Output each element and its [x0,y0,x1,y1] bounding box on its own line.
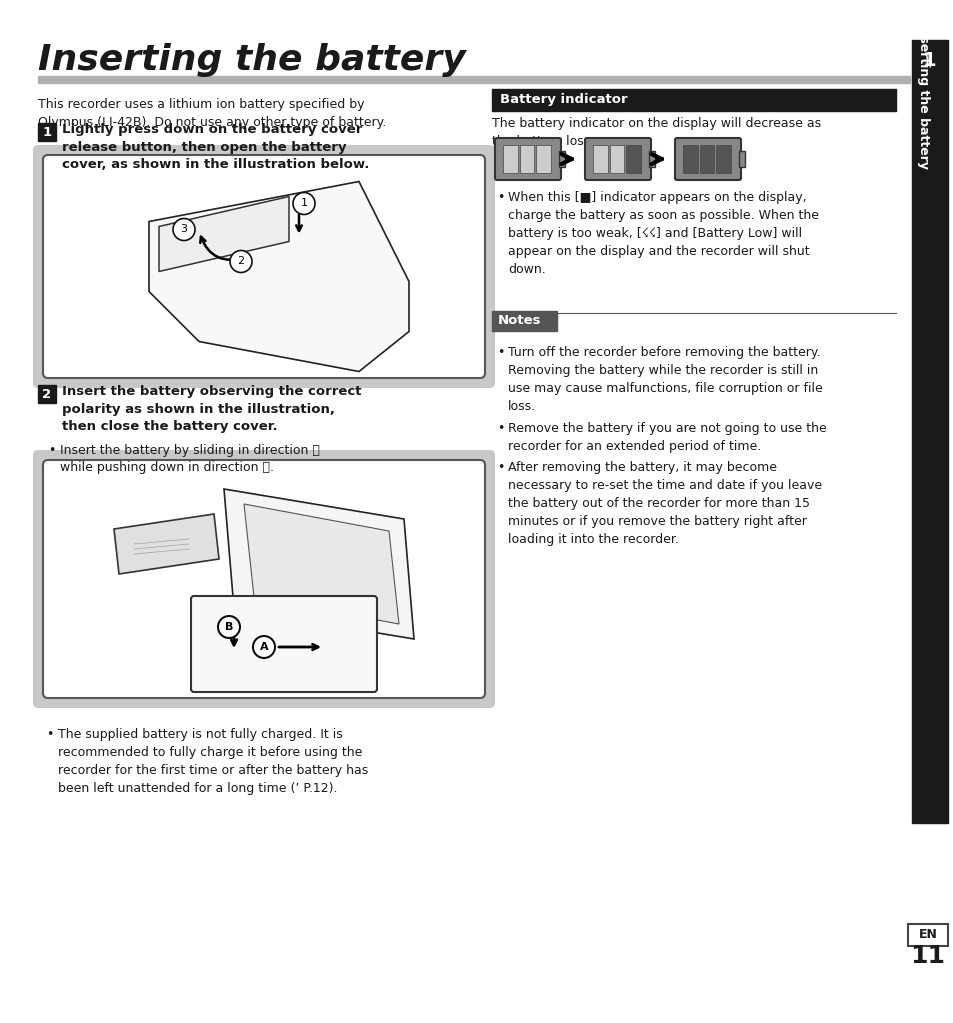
Text: 2: 2 [42,388,51,400]
Text: •: • [497,191,504,204]
Text: 1: 1 [300,198,307,209]
Text: Inserting the battery: Inserting the battery [916,21,929,169]
Text: 3: 3 [180,224,188,234]
Bar [38,385,56,403]
FancyBboxPatch shape [675,138,740,180]
Text: B: B [225,622,233,632]
Text: 1: 1 [42,126,51,138]
Text: After removing the battery, it may become
necessary to re-set the time and date : After removing the battery, it may becom… [507,461,821,546]
Text: A: A [259,642,268,652]
Text: Remove the battery if you are not going to use the
recorder for an extended peri: Remove the battery if you are not going … [507,422,826,453]
Bar [558,151,564,167]
FancyBboxPatch shape [43,155,484,379]
Circle shape [218,616,240,638]
Text: 2: 2 [237,257,244,267]
Polygon shape [149,181,409,371]
Text: Lightly press down on the battery cover
release button, then open the battery
co: Lightly press down on the battery cover … [62,123,369,171]
FancyBboxPatch shape [33,450,495,708]
Circle shape [172,219,194,240]
Text: 1: 1 [923,50,936,70]
Text: 11: 11 [909,944,944,968]
Text: This recorder uses a lithium ion battery specified by
Olympus (LI-42B). Do not u: This recorder uses a lithium ion battery… [38,98,386,129]
Text: Battery indicator: Battery indicator [499,93,627,106]
Text: Notes: Notes [497,314,541,327]
Polygon shape [159,196,289,271]
Text: •: • [497,346,504,359]
Bar [739,151,744,167]
Text: •: • [497,461,504,474]
Polygon shape [224,489,414,639]
Bar [38,76,909,83]
Text: •: • [46,728,53,741]
Circle shape [230,251,252,272]
Text: The supplied battery is not fully charged. It is
recommended to fully charge it : The supplied battery is not fully charge… [58,728,368,795]
Text: •: • [497,422,504,435]
Text: EN: EN [918,929,937,941]
FancyBboxPatch shape [33,145,495,388]
Bar [38,123,56,141]
FancyBboxPatch shape [495,138,560,180]
Circle shape [293,192,314,215]
FancyBboxPatch shape [584,138,650,180]
Bar [492,311,557,331]
Text: The battery indicator on the display will decrease as
the battery loses power.: The battery indicator on the display wil… [492,117,821,148]
Bar [682,145,697,173]
FancyBboxPatch shape [191,596,376,692]
Bar [716,145,730,173]
Bar [519,145,534,173]
Text: When this [■] indicator appears on the display,
charge the battery as soon as po: When this [■] indicator appears on the d… [507,191,818,276]
Bar [907,924,947,946]
Bar [699,145,714,173]
Text: Insert the battery by sliding in direction Ⓐ
while pushing down in direction Ⓑ.: Insert the battery by sliding in directi… [60,444,319,475]
Bar [536,145,551,173]
Bar [502,145,517,173]
Text: Turn off the recorder before removing the battery.
Removing the battery while th: Turn off the recorder before removing th… [507,346,821,413]
Polygon shape [244,504,398,624]
Text: Inserting the battery: Inserting the battery [38,43,465,77]
Bar [593,145,607,173]
Bar [911,40,947,80]
Text: Insert the battery observing the correct
polarity as shown in the illustration,
: Insert the battery observing the correct… [62,385,361,433]
Text: •: • [48,444,55,457]
Bar [911,80,947,822]
Bar [492,89,895,112]
FancyBboxPatch shape [43,460,484,698]
Circle shape [253,636,274,658]
Polygon shape [113,514,219,574]
Bar [609,145,623,173]
Bar [648,151,655,167]
Bar [626,145,640,173]
